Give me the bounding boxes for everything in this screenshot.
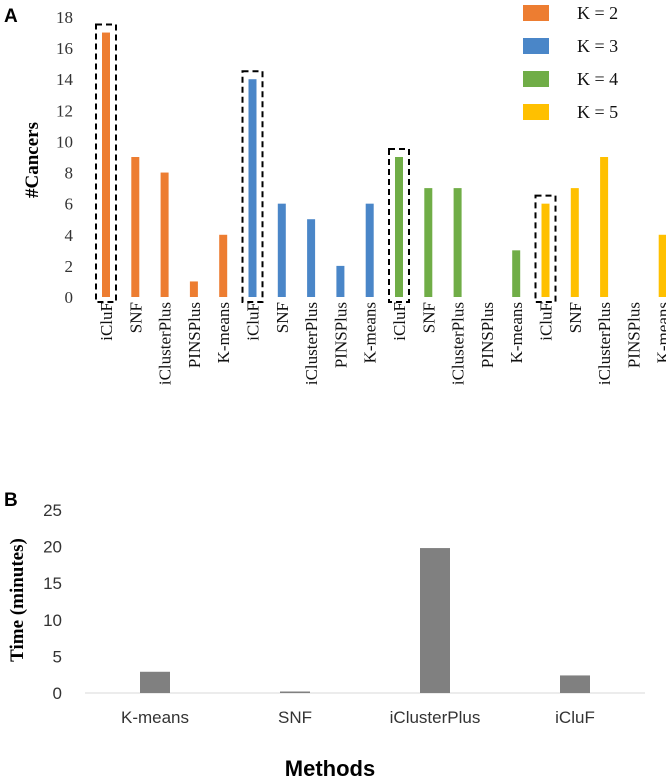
bar-K2-iClusterPlus	[160, 172, 169, 297]
panel-b-xaxis: K-means SNF iClusterPlus iCluF	[121, 708, 595, 727]
panel-b-xlabel: Methods	[285, 756, 375, 781]
xtick-label: iCluF	[97, 302, 116, 341]
ytick-label: 4	[65, 226, 74, 245]
xtick-label: PINSPlus	[478, 302, 497, 368]
bar-K-means	[140, 671, 170, 693]
panel-a-label: A	[4, 6, 18, 27]
panel-b-ylabel: Time (minutes)	[7, 538, 28, 662]
xtick-label: K-means	[507, 302, 526, 363]
bar-K3-PINSPlus	[336, 265, 345, 297]
xtick-label: SNF	[566, 302, 585, 333]
xtick-label: SNF	[126, 302, 145, 333]
bar-K3-SNF	[277, 203, 286, 297]
xtick-label: PINSPlus	[624, 302, 643, 368]
bar-K5-iClusterPlus	[600, 157, 609, 297]
highlight-box	[534, 194, 557, 304]
ytick-label: 25	[43, 501, 62, 520]
ytick-label: 15	[43, 574, 62, 593]
xtick-label: SNF	[273, 302, 292, 333]
xtick-label: PINSPlus	[185, 302, 204, 368]
xtick-label: iCluF	[390, 302, 409, 341]
ytick-label: 8	[65, 164, 74, 183]
bar-K2-PINSPlus	[189, 281, 198, 297]
xtick-label: K-means	[214, 302, 233, 363]
xtick-label: iClusterPlus	[449, 302, 468, 385]
bar-K2-SNF	[131, 157, 140, 297]
panel-a-yaxis: 0 2 4 6 8 10 12 14 16 18	[56, 8, 74, 307]
panel-b-yaxis: 0 5 10 15 20 25	[43, 501, 62, 703]
highlight-box	[241, 70, 264, 303]
bar-K4-iClusterPlus	[453, 188, 462, 297]
ytick-label: 16	[56, 39, 73, 58]
ytick-label: 5	[53, 647, 62, 666]
ytick-label: 10	[56, 132, 73, 151]
xtick-label: iClusterPlus	[302, 302, 321, 385]
panel-a-highlights	[95, 23, 557, 304]
xtick-label: SNF	[419, 302, 438, 333]
xtick-label: K-means	[121, 708, 189, 727]
panel-a-legend: K = 2 K = 3 K = 4 K = 5	[523, 3, 618, 122]
bar-K3-iClusterPlus	[307, 219, 316, 297]
panel-a-ylabel: #Cancers	[22, 122, 43, 198]
panel-b-bars	[140, 548, 590, 693]
legend-swatch	[523, 38, 549, 54]
ytick-label: 0	[65, 288, 74, 307]
bar-K2-iCluF	[102, 32, 110, 298]
bar-K3-iCluF	[248, 79, 257, 297]
highlight-box	[388, 148, 410, 303]
bar-K4-SNF	[424, 188, 433, 297]
bar-iCluF	[560, 675, 590, 693]
bar-iClusterPlus	[420, 548, 450, 693]
ytick-label: 0	[53, 684, 62, 703]
legend-swatch	[523, 104, 549, 120]
legend-swatch	[523, 71, 549, 87]
xtick-label: iCluF	[537, 302, 556, 341]
panel-b: B Time (minutes) Methods 0 5 10 15 20 25 K-me…	[4, 490, 645, 781]
xtick-label: iClusterPlus	[390, 708, 481, 727]
legend-label: K = 5	[577, 102, 618, 122]
panel-a: A #Cancers 0 2 4 6 8 10 12 14 16 18 iCluF SNF iClus…	[4, 3, 666, 385]
bar-SNF	[280, 691, 310, 693]
xtick-label: PINSPlus	[331, 302, 350, 368]
legend-label: K = 4	[577, 69, 618, 89]
panel-b-label: B	[4, 490, 18, 511]
panel-a-xaxis: iCluF SNF iClusterPlus PINSPlus K-means iCluF…	[97, 302, 666, 385]
xtick-label: K-means	[361, 302, 380, 363]
legend-label: K = 3	[577, 36, 618, 56]
bar-K5-SNF	[570, 188, 579, 297]
xtick-label: iCluF	[244, 302, 263, 341]
legend-label: K = 2	[577, 3, 618, 23]
ytick-label: 10	[43, 611, 62, 630]
xtick-label: SNF	[278, 708, 312, 727]
legend-swatch	[523, 5, 549, 21]
bar-K5-iCluF	[541, 203, 550, 297]
bar-K5-K-means	[658, 234, 666, 297]
xtick-label: K-means	[654, 302, 666, 363]
bar-K2-K-means	[219, 234, 228, 297]
highlight-box	[95, 23, 117, 304]
ytick-label: 6	[65, 195, 74, 214]
ytick-label: 20	[43, 538, 62, 557]
ytick-label: 2	[65, 257, 74, 276]
ytick-label: 14	[56, 70, 74, 89]
ytick-label: 18	[56, 8, 73, 27]
bar-K3-K-means	[365, 203, 374, 297]
ytick-label: 12	[56, 101, 73, 120]
xtick-label: iCluF	[555, 708, 595, 727]
xtick-label: iClusterPlus	[156, 302, 175, 385]
bar-K4-K-means	[512, 250, 521, 297]
bar-K4-iCluF	[395, 157, 403, 297]
xtick-label: iClusterPlus	[595, 302, 614, 385]
panel-a-bars	[102, 32, 666, 298]
